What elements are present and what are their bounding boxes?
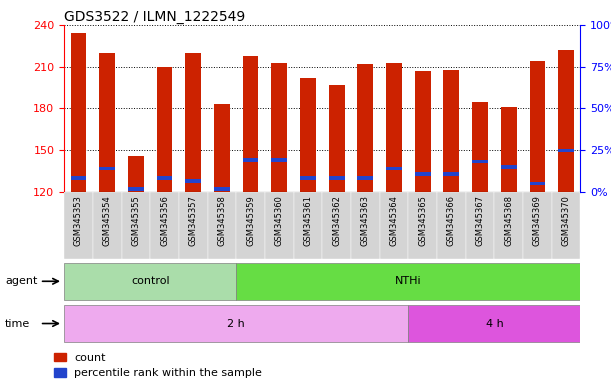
Bar xyxy=(415,172,431,175)
Bar xyxy=(71,33,86,192)
FancyBboxPatch shape xyxy=(294,192,323,259)
Text: GSM345369: GSM345369 xyxy=(533,195,542,246)
FancyBboxPatch shape xyxy=(351,192,379,259)
Bar xyxy=(444,172,459,175)
Bar xyxy=(329,85,345,192)
Bar xyxy=(100,167,115,170)
FancyBboxPatch shape xyxy=(523,192,552,259)
Bar xyxy=(128,187,144,191)
FancyBboxPatch shape xyxy=(265,192,294,259)
Bar xyxy=(357,64,373,192)
FancyBboxPatch shape xyxy=(150,192,179,259)
Bar xyxy=(185,53,201,192)
FancyBboxPatch shape xyxy=(323,192,351,259)
Text: GSM345367: GSM345367 xyxy=(475,195,485,247)
Text: 2 h: 2 h xyxy=(227,318,245,329)
FancyBboxPatch shape xyxy=(179,192,208,259)
Bar xyxy=(444,70,459,192)
Bar xyxy=(386,167,402,170)
Bar xyxy=(185,179,201,183)
FancyBboxPatch shape xyxy=(494,192,523,259)
Text: GSM345361: GSM345361 xyxy=(304,195,312,246)
FancyBboxPatch shape xyxy=(379,192,408,259)
Text: control: control xyxy=(131,276,169,286)
Bar xyxy=(243,56,258,192)
Bar xyxy=(156,176,172,180)
FancyBboxPatch shape xyxy=(122,192,150,259)
FancyBboxPatch shape xyxy=(236,192,265,259)
Bar xyxy=(558,149,574,152)
Text: time: time xyxy=(5,318,30,329)
Text: GSM345360: GSM345360 xyxy=(275,195,284,246)
Bar xyxy=(243,158,258,162)
Bar xyxy=(472,101,488,192)
FancyBboxPatch shape xyxy=(208,192,236,259)
Text: GSM345358: GSM345358 xyxy=(218,195,227,246)
Text: NTHi: NTHi xyxy=(395,276,422,286)
Text: GSM345366: GSM345366 xyxy=(447,195,456,247)
Bar xyxy=(214,187,230,191)
Text: GSM345363: GSM345363 xyxy=(361,195,370,247)
Bar xyxy=(128,156,144,192)
Text: GDS3522 / ILMN_1222549: GDS3522 / ILMN_1222549 xyxy=(64,10,246,24)
FancyBboxPatch shape xyxy=(437,192,466,259)
Text: GSM345370: GSM345370 xyxy=(562,195,571,246)
Bar xyxy=(415,71,431,192)
Bar xyxy=(100,53,115,192)
FancyBboxPatch shape xyxy=(408,192,437,259)
Bar xyxy=(300,176,316,180)
Text: GSM345365: GSM345365 xyxy=(418,195,427,246)
FancyBboxPatch shape xyxy=(64,263,236,300)
Text: GSM345354: GSM345354 xyxy=(103,195,112,246)
Bar xyxy=(501,165,517,169)
Text: 4 h: 4 h xyxy=(486,318,503,329)
Bar xyxy=(558,50,574,192)
FancyBboxPatch shape xyxy=(236,263,580,300)
FancyBboxPatch shape xyxy=(552,192,580,259)
Text: GSM345362: GSM345362 xyxy=(332,195,341,246)
FancyBboxPatch shape xyxy=(64,305,408,342)
Text: GSM345357: GSM345357 xyxy=(189,195,198,246)
FancyBboxPatch shape xyxy=(466,192,494,259)
Text: GSM345355: GSM345355 xyxy=(131,195,141,246)
Bar xyxy=(501,107,517,192)
Bar xyxy=(300,78,316,192)
Bar xyxy=(386,63,402,192)
Text: GSM345364: GSM345364 xyxy=(389,195,398,246)
Bar xyxy=(156,67,172,192)
Bar xyxy=(357,176,373,180)
FancyBboxPatch shape xyxy=(93,192,122,259)
Text: GSM345353: GSM345353 xyxy=(74,195,83,246)
Text: agent: agent xyxy=(5,276,37,286)
Bar xyxy=(530,61,545,192)
Bar xyxy=(329,176,345,180)
Text: GSM345359: GSM345359 xyxy=(246,195,255,246)
Bar xyxy=(71,176,86,180)
Bar xyxy=(472,160,488,163)
Bar xyxy=(271,63,287,192)
Bar xyxy=(214,104,230,192)
FancyBboxPatch shape xyxy=(64,192,93,259)
FancyBboxPatch shape xyxy=(408,305,580,342)
Bar xyxy=(271,158,287,162)
Text: GSM345356: GSM345356 xyxy=(160,195,169,246)
Text: GSM345368: GSM345368 xyxy=(504,195,513,247)
Bar xyxy=(530,182,545,185)
Legend: count, percentile rank within the sample: count, percentile rank within the sample xyxy=(54,353,262,379)
